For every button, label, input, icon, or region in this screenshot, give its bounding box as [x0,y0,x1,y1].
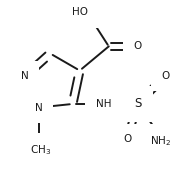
Text: CH$_3$: CH$_3$ [30,143,51,157]
Text: O: O [134,41,142,51]
Text: NH$_2$: NH$_2$ [150,134,171,148]
Text: O: O [124,134,132,144]
Text: N: N [35,102,43,113]
Text: S: S [134,97,141,111]
Text: HO: HO [72,7,88,17]
Text: N: N [21,71,29,81]
Text: O: O [162,71,170,81]
Text: NH: NH [96,99,111,109]
